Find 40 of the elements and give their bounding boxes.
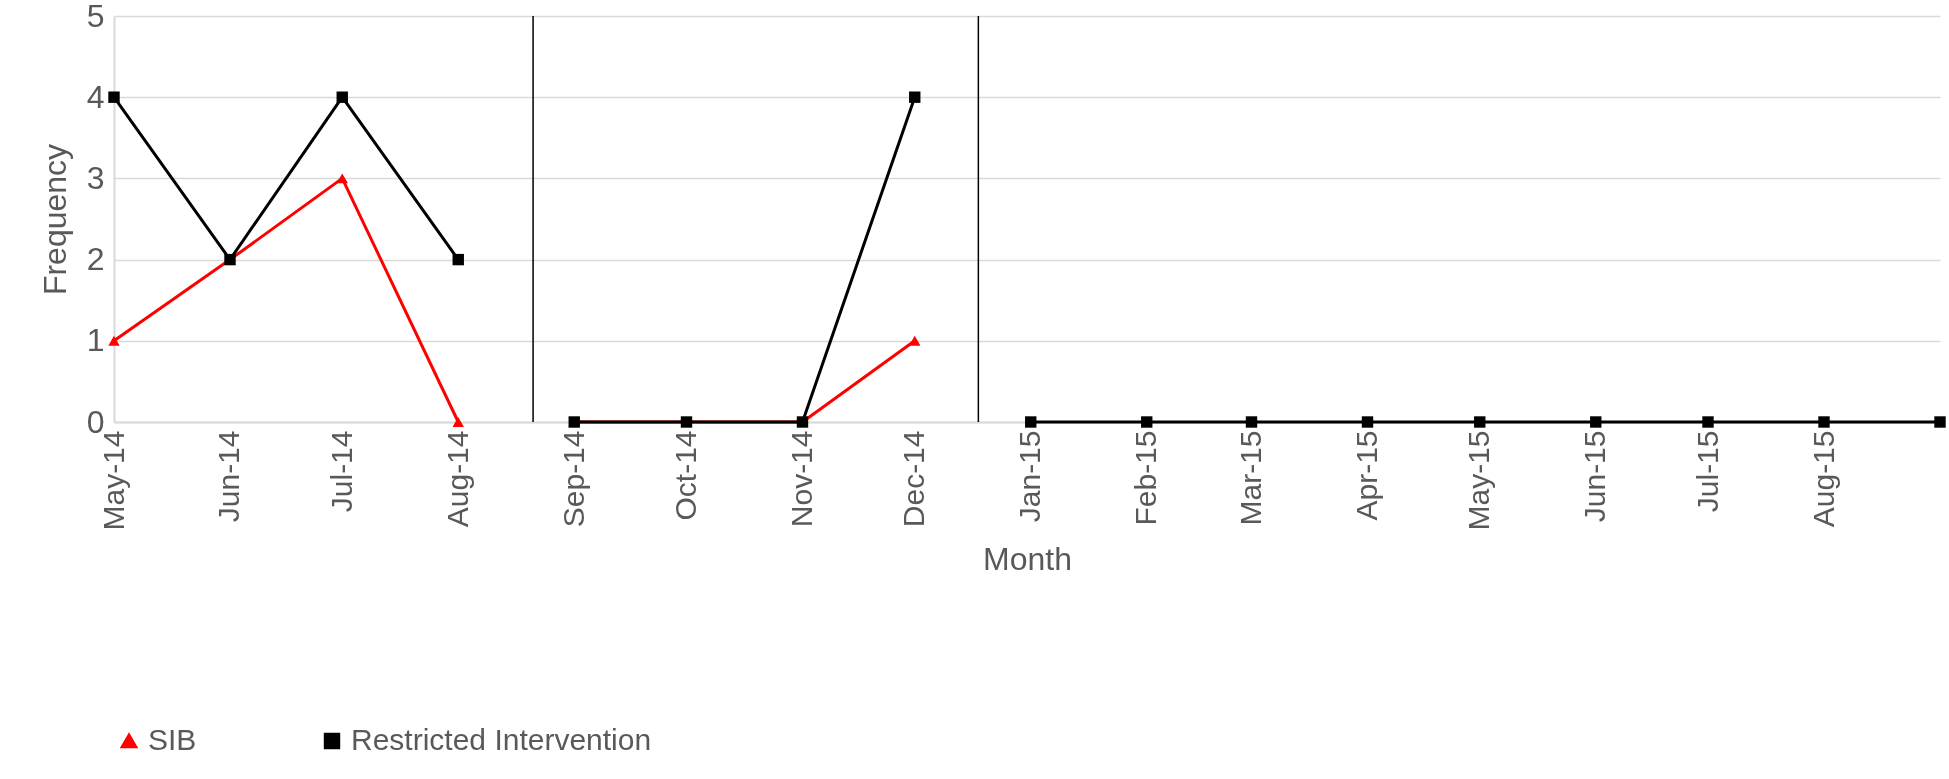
point (336, 91, 348, 103)
y-tick-label: 2 (86, 241, 105, 278)
x-tick-label: Mar-15 (1234, 430, 1268, 526)
y-tick-label: 3 (86, 159, 105, 196)
point (1590, 416, 1602, 428)
y-tick-label: 5 (86, 0, 105, 34)
x-tick-label: Nov-14 (784, 430, 818, 528)
x-tick-label: Jul-15 (1690, 430, 1724, 513)
x-tick-label: May-15 (1462, 430, 1496, 531)
point (1025, 416, 1037, 428)
legend-label: Restricted Intervention (351, 723, 652, 756)
y-tick-label: 4 (86, 78, 105, 115)
x-tick-label: Apr-15 (1350, 430, 1383, 521)
point (1934, 416, 1946, 428)
x-tick-label: Aug-14 (440, 430, 474, 528)
x-tick-label: Oct-14 (669, 430, 702, 521)
point (1702, 416, 1714, 428)
point (909, 91, 921, 103)
x-tick-label: Jun-14 (212, 430, 246, 523)
point (452, 253, 464, 266)
point (1245, 416, 1258, 428)
point (452, 417, 464, 427)
legend-label: SIB (148, 723, 197, 756)
x-tick-label: Jan-15 (1013, 430, 1047, 523)
x-tick-label: Sep-14 (556, 430, 590, 528)
point (336, 173, 348, 184)
x-tick-label: Jun-15 (1578, 430, 1612, 523)
point (1474, 416, 1486, 428)
x-tick-label: Feb-15 (1129, 430, 1163, 526)
y-tick-label: 1 (86, 322, 105, 359)
x-tick-label: Dec-14 (897, 430, 931, 528)
x-axis-title: Month (983, 540, 1072, 577)
point (1818, 416, 1830, 428)
point (108, 335, 120, 346)
x-tick-label: Aug-15 (1806, 430, 1840, 528)
y-axis-title: Frequency (36, 143, 73, 296)
x-tick-label: Jul-14 (324, 430, 358, 513)
point (1361, 416, 1374, 428)
point (1141, 416, 1153, 428)
point (108, 91, 120, 103)
